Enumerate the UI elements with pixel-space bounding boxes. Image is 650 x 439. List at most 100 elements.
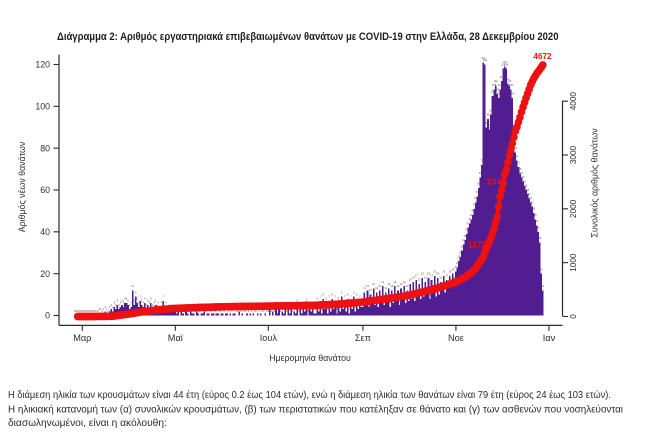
svg-text:111: 111 <box>506 77 510 81</box>
svg-text:0: 0 <box>228 309 230 313</box>
svg-text:12: 12 <box>406 284 409 288</box>
svg-text:14: 14 <box>381 280 384 284</box>
svg-text:118: 118 <box>504 62 509 66</box>
svg-text:3: 3 <box>115 303 117 307</box>
svg-text:96: 96 <box>490 108 493 112</box>
svg-text:2345: 2345 <box>487 177 506 187</box>
svg-text:108: 108 <box>498 83 503 87</box>
svg-text:20: 20 <box>540 267 543 271</box>
svg-text:26: 26 <box>458 255 461 259</box>
svg-text:7: 7 <box>162 294 164 298</box>
svg-text:0: 0 <box>237 309 239 313</box>
svg-text:43: 43 <box>535 219 538 223</box>
svg-text:0: 0 <box>251 309 253 313</box>
svg-text:3: 3 <box>129 303 131 307</box>
svg-text:0: 0 <box>94 309 96 313</box>
svg-text:0: 0 <box>91 309 93 313</box>
svg-text:8: 8 <box>347 292 349 296</box>
svg-text:39: 39 <box>465 228 468 232</box>
svg-text:0: 0 <box>77 309 79 313</box>
svg-text:110: 110 <box>493 79 498 83</box>
svg-text:64: 64 <box>522 175 525 179</box>
svg-text:Συνολικός αριθμός θανάτων: Συνολικός αριθμός θανάτων <box>590 128 600 238</box>
svg-text:0: 0 <box>286 309 288 313</box>
svg-text:0: 0 <box>89 309 91 313</box>
svg-text:71: 71 <box>517 161 520 165</box>
svg-text:46: 46 <box>470 213 473 217</box>
svg-text:46: 46 <box>534 213 537 217</box>
svg-text:4: 4 <box>153 301 155 305</box>
svg-text:0: 0 <box>263 309 265 313</box>
svg-text:9: 9 <box>135 290 137 294</box>
svg-text:0: 0 <box>307 309 309 313</box>
svg-text:12: 12 <box>390 284 393 288</box>
svg-text:14: 14 <box>393 280 396 284</box>
svg-text:0: 0 <box>80 309 82 313</box>
svg-text:Αριθμός νέων θανάτων: Αριθμός νέων θανάτων <box>17 141 27 232</box>
svg-text:4000: 4000 <box>569 92 578 111</box>
svg-text:54: 54 <box>529 196 532 200</box>
svg-text:3000: 3000 <box>569 145 578 164</box>
svg-text:6: 6 <box>316 297 318 301</box>
svg-text:Σεπ: Σεπ <box>355 333 371 343</box>
svg-text:7: 7 <box>344 294 346 298</box>
svg-text:61: 61 <box>477 182 480 186</box>
svg-text:0: 0 <box>88 309 90 313</box>
svg-text:120: 120 <box>483 58 488 62</box>
svg-text:12: 12 <box>131 284 134 288</box>
svg-text:104: 104 <box>496 92 501 96</box>
svg-text:0: 0 <box>236 309 238 313</box>
svg-text:7: 7 <box>350 294 352 298</box>
svg-text:5: 5 <box>117 299 119 303</box>
svg-text:0: 0 <box>258 309 260 313</box>
svg-text:6: 6 <box>124 297 126 301</box>
svg-text:3: 3 <box>156 303 158 307</box>
svg-text:17: 17 <box>445 274 448 278</box>
svg-text:0: 0 <box>271 309 273 313</box>
svg-text:0: 0 <box>280 309 282 313</box>
svg-text:5: 5 <box>133 299 135 303</box>
svg-text:3: 3 <box>152 303 154 307</box>
svg-text:6: 6 <box>150 297 152 301</box>
svg-text:0: 0 <box>262 309 264 313</box>
svg-text:6: 6 <box>136 297 138 301</box>
svg-text:Μαϊ: Μαϊ <box>168 333 184 343</box>
svg-text:0: 0 <box>74 309 76 313</box>
svg-text:112: 112 <box>500 75 505 79</box>
svg-text:4672: 4672 <box>533 52 552 61</box>
svg-text:Ιουλ: Ιουλ <box>260 333 278 343</box>
svg-text:106: 106 <box>495 87 500 91</box>
svg-text:9: 9 <box>341 290 343 294</box>
svg-text:1172: 1172 <box>468 240 487 250</box>
svg-text:3: 3 <box>111 303 113 307</box>
svg-text:68: 68 <box>519 167 522 171</box>
svg-text:5: 5 <box>297 299 299 303</box>
svg-text:121: 121 <box>481 56 486 60</box>
svg-text:Ιαν: Ιαν <box>543 333 556 343</box>
svg-text:7: 7 <box>140 294 142 298</box>
svg-text:0: 0 <box>97 309 99 313</box>
svg-text:1: 1 <box>336 307 338 311</box>
svg-text:0: 0 <box>569 314 578 319</box>
svg-text:Διάγραμμα 2: Αριθμός εργαστηρι: Διάγραμμα 2: Αριθμός εργαστηριακά επιβεβ… <box>57 31 559 43</box>
svg-text:42: 42 <box>467 221 470 225</box>
svg-text:0: 0 <box>245 309 247 313</box>
svg-text:0: 0 <box>266 309 268 313</box>
svg-text:Νοε: Νοε <box>448 333 464 343</box>
svg-text:0: 0 <box>101 309 103 313</box>
svg-text:60: 60 <box>40 185 50 195</box>
svg-text:7: 7 <box>335 294 337 298</box>
svg-text:5: 5 <box>141 299 143 303</box>
svg-text:0: 0 <box>83 309 85 313</box>
svg-text:3: 3 <box>168 303 170 307</box>
svg-text:66: 66 <box>479 171 482 175</box>
svg-text:94: 94 <box>487 112 490 116</box>
svg-text:1: 1 <box>327 307 329 311</box>
svg-text:74: 74 <box>515 154 518 158</box>
svg-text:0: 0 <box>210 309 212 313</box>
svg-text:2000: 2000 <box>569 199 578 218</box>
svg-text:2: 2 <box>355 305 357 309</box>
svg-text:3: 3 <box>146 303 148 307</box>
svg-text:4: 4 <box>165 301 167 305</box>
svg-text:80: 80 <box>40 143 50 153</box>
